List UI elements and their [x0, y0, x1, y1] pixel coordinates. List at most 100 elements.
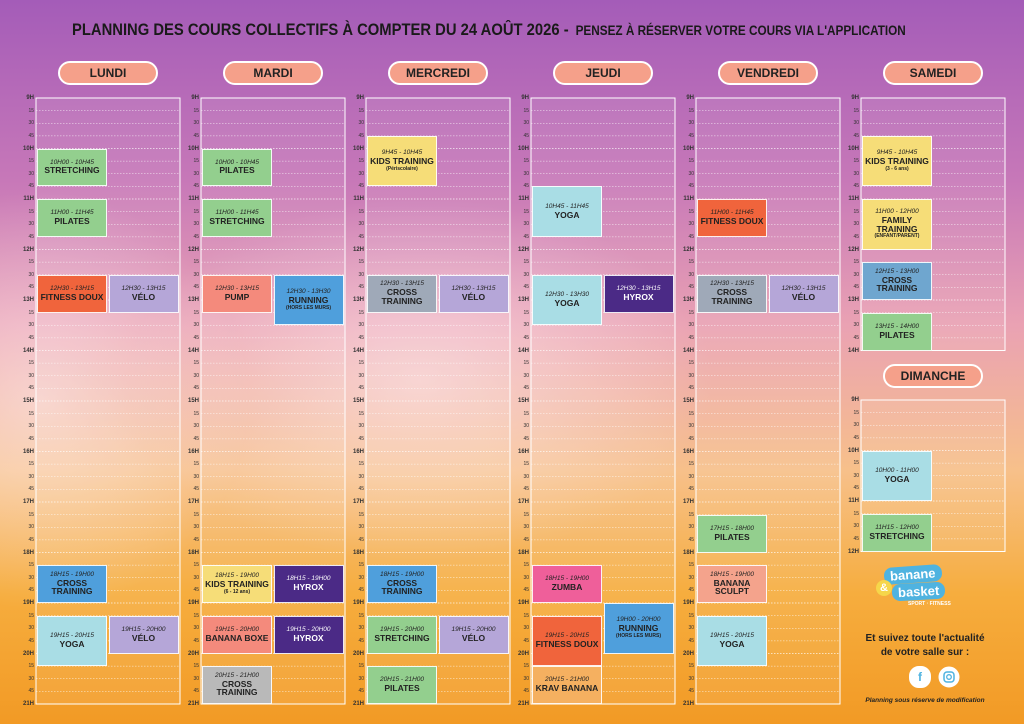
- time-label: 30: [358, 221, 364, 228]
- time-label: 30: [688, 170, 694, 177]
- time-label: 15: [688, 309, 694, 316]
- time-label: 45: [688, 688, 694, 695]
- time-label: 30: [523, 221, 529, 228]
- time-label: 30: [523, 574, 529, 581]
- class-name: PUMP: [224, 291, 250, 302]
- time-label: 16H: [187, 448, 199, 455]
- class-name: STRETCHING: [44, 165, 100, 176]
- time-label: 12H: [187, 246, 199, 253]
- time-label: 15: [28, 663, 34, 670]
- time-label: 30: [688, 271, 694, 278]
- time-label: 45: [688, 132, 694, 139]
- time-label: 15: [688, 107, 694, 114]
- time-label: 15: [358, 410, 364, 417]
- class-name: CROSS TRAINING: [381, 287, 423, 307]
- time-label: 17H: [352, 499, 364, 505]
- time-label: 45: [28, 637, 34, 644]
- time-label: 15H: [682, 398, 694, 404]
- time-label: 15: [28, 208, 34, 215]
- class-time: 19H15 - 20H15: [544, 632, 590, 639]
- class-name: STRETCHING: [374, 632, 430, 643]
- time-label: 45: [28, 486, 34, 493]
- time-label: 15: [523, 511, 529, 518]
- time-label: 15: [688, 511, 694, 518]
- class-name: KIDS TRAINING: [370, 155, 434, 166]
- class-time: 12H30 - 13H30: [544, 291, 590, 299]
- time-label: 45: [688, 637, 694, 644]
- time-label: 15: [688, 663, 694, 670]
- time-label: 45: [358, 334, 364, 341]
- class-name: YOGA: [884, 473, 910, 484]
- time-label: 30: [853, 422, 859, 429]
- time-label: 30: [688, 120, 694, 127]
- time-label: 30: [193, 524, 199, 531]
- time-label: 30: [853, 271, 859, 278]
- time-label: 15: [193, 461, 199, 468]
- time-label: 45: [358, 233, 364, 240]
- time-label: 20H: [187, 650, 199, 657]
- time-label: 21H: [517, 701, 529, 707]
- class-block: 10H45 - 11H45 YOGA: [532, 186, 602, 237]
- class-block: 13H15 - 14H00 PILATES: [862, 312, 932, 351]
- class-name: RUNNING: [288, 294, 329, 305]
- time-label: 14H: [682, 347, 694, 354]
- time-label: 45: [193, 233, 199, 240]
- time-label: 30: [688, 675, 694, 682]
- class-name: PILATES: [714, 531, 750, 542]
- time-label: 19H: [352, 600, 364, 606]
- time-label: 45: [358, 385, 364, 392]
- time-label: 30: [358, 675, 364, 682]
- time-label: 14H: [187, 347, 199, 354]
- time-label: 14H: [352, 347, 364, 354]
- class-block: 17H15 - 18H00 PILATES: [697, 514, 767, 553]
- class-name: CROSS TRAINING: [711, 287, 753, 307]
- class-name: CROSS TRAINING: [876, 274, 918, 294]
- class-name: CROSS TRAINING: [51, 577, 93, 597]
- class-block: 11H00 - 11H45 PILATES: [37, 199, 107, 237]
- time-label: 30: [523, 322, 529, 329]
- class-name: PILATES: [879, 329, 915, 340]
- time-label: 15: [358, 562, 364, 569]
- class-time: 10H00 - 10H45: [49, 158, 95, 166]
- day-header: VENDREDI: [718, 61, 818, 85]
- time-label: 13H: [847, 297, 859, 303]
- class-block: 19H15 - 20H00 VÉLO: [438, 615, 509, 654]
- time-label: 45: [358, 435, 364, 442]
- time-label: 30: [523, 524, 529, 531]
- time-label: 10H: [352, 145, 364, 152]
- time-label: 18H: [352, 549, 364, 556]
- class-block: 20H15 - 21H00 PILATES: [367, 666, 437, 704]
- class-time: 19H15 - 20H00: [286, 625, 331, 633]
- day-header: MERCREDI: [388, 61, 488, 85]
- time-label: 15: [28, 360, 34, 367]
- class-block: 9H45 - 10H45 KIDS TRAINING (3 - 6 ans): [862, 135, 932, 187]
- class-time: 9H45 - 10H45: [381, 149, 423, 157]
- time-label: 30: [193, 574, 199, 581]
- time-label: 9H: [686, 95, 694, 101]
- class-block: 19H00 - 20H00 RUNNING (HORS LES MURS): [603, 603, 674, 654]
- class-time: 18H15 - 19H00: [286, 575, 331, 583]
- class-time: 13H15 - 14H00: [874, 322, 920, 330]
- time-label: 45: [523, 435, 529, 442]
- time-label: 16H: [352, 448, 364, 455]
- facebook-icon[interactable]: f: [909, 666, 931, 688]
- time-label: 30: [523, 372, 529, 379]
- time-label: 15: [523, 107, 529, 114]
- time-label: 45: [523, 284, 529, 291]
- class-time: 11H00 - 11H45: [50, 209, 94, 217]
- class-block: 10H00 - 11H00 YOGA: [862, 450, 932, 501]
- instagram-icon[interactable]: [938, 666, 960, 688]
- time-label: 15: [523, 410, 529, 417]
- class-time: 18H15 - 19H00: [544, 575, 590, 583]
- time-label: 45: [28, 385, 34, 392]
- time-label: 45: [193, 435, 199, 442]
- class-name: VÉLO: [461, 632, 486, 643]
- class-block: 18H15 - 19H00 CROSS TRAINING: [367, 565, 437, 603]
- time-label: 15: [853, 409, 859, 416]
- time-label: 30: [28, 170, 34, 177]
- time-label: 30: [688, 574, 694, 581]
- class-time: 12H30 - 13H30: [286, 288, 331, 295]
- time-label: 18H: [517, 549, 529, 556]
- time-label: 45: [523, 334, 529, 341]
- time-label: 15: [853, 460, 859, 467]
